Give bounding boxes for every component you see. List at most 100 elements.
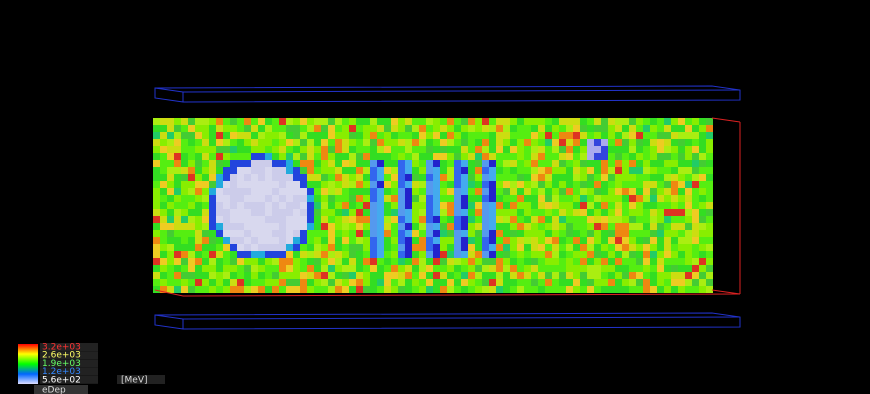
cell bbox=[671, 216, 678, 223]
cell bbox=[594, 286, 601, 293]
cell bbox=[265, 265, 272, 272]
cell bbox=[447, 118, 454, 125]
cell bbox=[321, 230, 328, 237]
cell bbox=[489, 125, 496, 132]
cell bbox=[293, 237, 300, 244]
cell bbox=[195, 258, 202, 265]
cell bbox=[377, 174, 384, 181]
cell bbox=[671, 118, 678, 125]
cell bbox=[636, 265, 643, 272]
cell bbox=[279, 216, 286, 223]
cell bbox=[237, 146, 244, 153]
cell bbox=[342, 258, 349, 265]
cell bbox=[454, 139, 461, 146]
cell bbox=[328, 146, 335, 153]
cell bbox=[636, 286, 643, 293]
cell bbox=[531, 139, 538, 146]
cell bbox=[671, 195, 678, 202]
cell bbox=[685, 153, 692, 160]
cell bbox=[419, 279, 426, 286]
cell bbox=[447, 188, 454, 195]
cell bbox=[426, 230, 433, 237]
cell bbox=[461, 139, 468, 146]
cell bbox=[174, 174, 181, 181]
cell bbox=[510, 223, 517, 230]
cell bbox=[468, 195, 475, 202]
cell bbox=[580, 125, 587, 132]
cell bbox=[510, 132, 517, 139]
cell bbox=[440, 146, 447, 153]
cell bbox=[461, 286, 468, 293]
cell bbox=[391, 167, 398, 174]
cell bbox=[230, 258, 237, 265]
cell bbox=[552, 188, 559, 195]
cell bbox=[454, 188, 461, 195]
cell bbox=[685, 265, 692, 272]
cell bbox=[636, 209, 643, 216]
cell bbox=[601, 223, 608, 230]
cell bbox=[237, 244, 244, 251]
cell bbox=[307, 160, 314, 167]
cell bbox=[531, 258, 538, 265]
cell bbox=[363, 118, 370, 125]
cell bbox=[699, 181, 706, 188]
cell bbox=[517, 223, 524, 230]
cell bbox=[692, 216, 699, 223]
cell bbox=[475, 272, 482, 279]
cell bbox=[643, 125, 650, 132]
cell bbox=[356, 202, 363, 209]
cell bbox=[293, 125, 300, 132]
cell bbox=[188, 216, 195, 223]
cell bbox=[622, 167, 629, 174]
cell bbox=[328, 118, 335, 125]
cell bbox=[384, 146, 391, 153]
cell bbox=[293, 202, 300, 209]
cell bbox=[328, 272, 335, 279]
cell bbox=[664, 153, 671, 160]
cell bbox=[524, 286, 531, 293]
cell bbox=[391, 244, 398, 251]
cell bbox=[188, 286, 195, 293]
cell bbox=[454, 153, 461, 160]
cell bbox=[412, 188, 419, 195]
cell bbox=[559, 167, 566, 174]
cell bbox=[167, 258, 174, 265]
cell bbox=[517, 258, 524, 265]
cell bbox=[678, 195, 685, 202]
cell bbox=[363, 216, 370, 223]
cell bbox=[426, 146, 433, 153]
cell bbox=[398, 216, 405, 223]
cell bbox=[468, 174, 475, 181]
cell bbox=[615, 258, 622, 265]
cell bbox=[349, 139, 356, 146]
cell bbox=[454, 132, 461, 139]
cell bbox=[314, 118, 321, 125]
cell bbox=[608, 125, 615, 132]
cell bbox=[475, 118, 482, 125]
cell bbox=[587, 216, 594, 223]
cell bbox=[664, 132, 671, 139]
cell bbox=[153, 167, 160, 174]
cell bbox=[370, 272, 377, 279]
cell bbox=[188, 181, 195, 188]
cell bbox=[251, 139, 258, 146]
cell bbox=[181, 244, 188, 251]
cell bbox=[160, 167, 167, 174]
cell bbox=[300, 181, 307, 188]
cell bbox=[391, 132, 398, 139]
cell bbox=[181, 181, 188, 188]
cell bbox=[265, 146, 272, 153]
cell bbox=[482, 272, 489, 279]
cell bbox=[594, 125, 601, 132]
cell bbox=[461, 223, 468, 230]
cell bbox=[286, 146, 293, 153]
cell bbox=[559, 181, 566, 188]
cell bbox=[244, 160, 251, 167]
cell bbox=[349, 244, 356, 251]
cell bbox=[433, 272, 440, 279]
cell bbox=[573, 202, 580, 209]
cell bbox=[160, 153, 167, 160]
cell bbox=[636, 230, 643, 237]
cell bbox=[559, 265, 566, 272]
cell bbox=[482, 230, 489, 237]
